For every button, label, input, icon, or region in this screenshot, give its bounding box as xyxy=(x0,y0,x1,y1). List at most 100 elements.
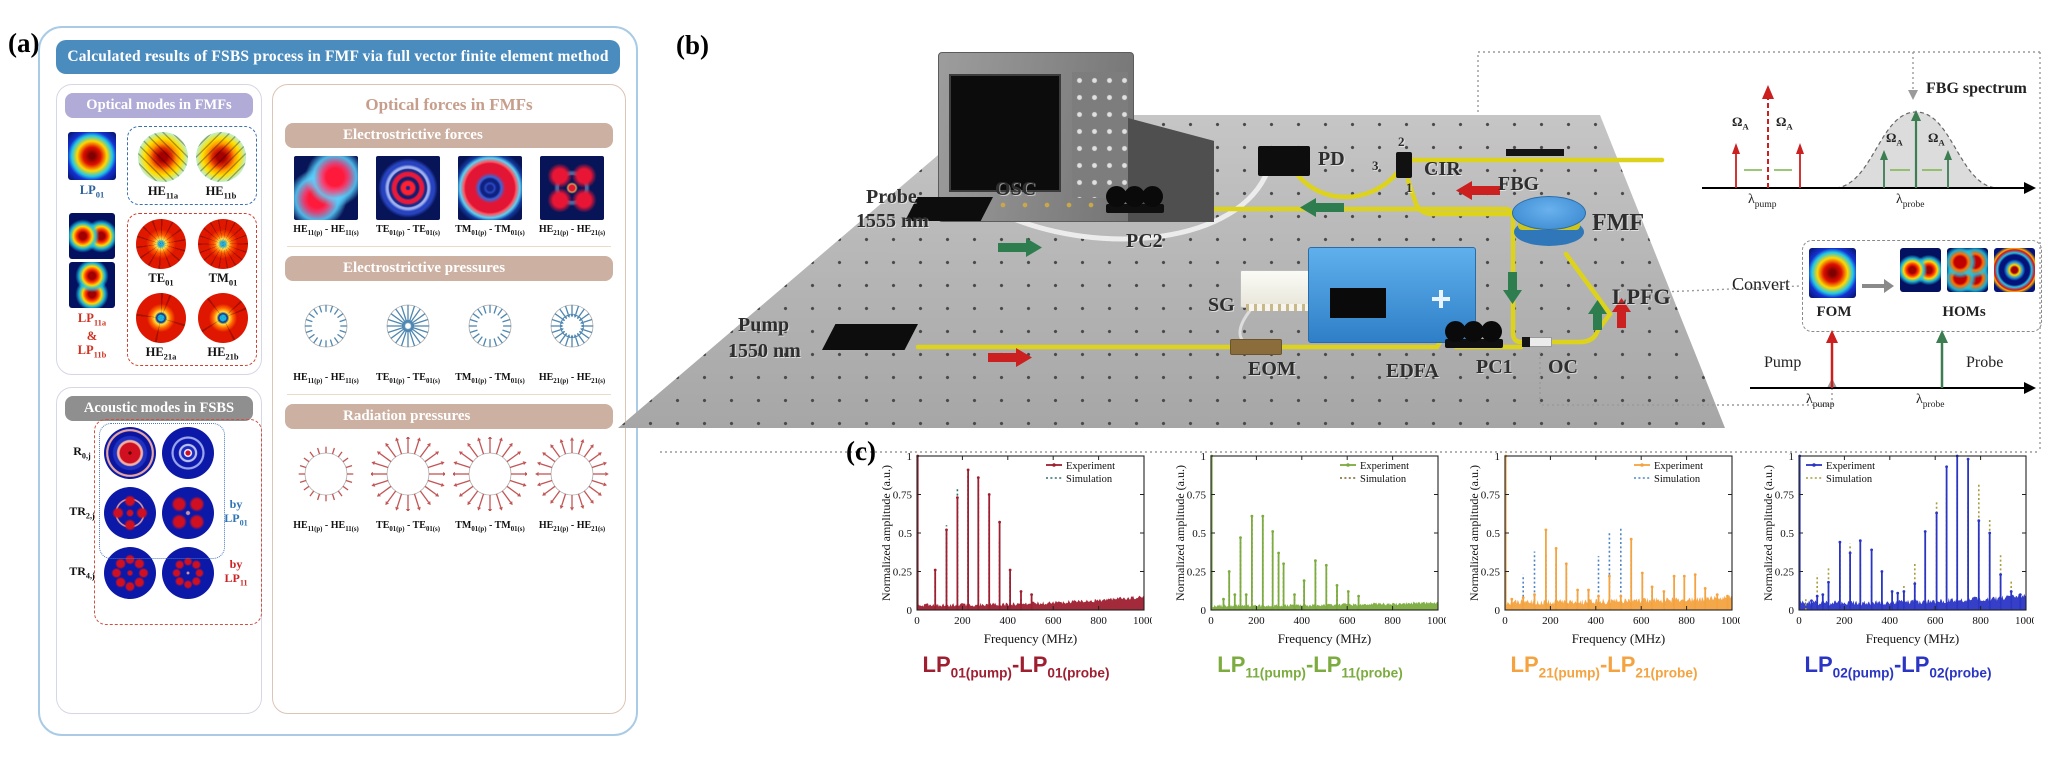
pc1-base xyxy=(1445,339,1503,348)
force-item: TM01(p) - TM01(s) xyxy=(449,289,531,385)
omega-a-label: ΩA xyxy=(1776,114,1793,132)
pc2-loop xyxy=(1124,186,1145,207)
mode-pair-label: TM01(p) - TM01(s) xyxy=(455,520,525,533)
radiation-pressure-figure xyxy=(369,435,447,516)
sg-label: SG xyxy=(1208,294,1235,316)
pc1-loop xyxy=(1481,321,1502,342)
he11-group-box: HE11a HE11b xyxy=(127,126,257,206)
he21b-label: HE21b xyxy=(207,344,239,362)
mode-pair-label: HE11(p) - HE11(s) xyxy=(293,520,359,533)
svg-text:0.25: 0.25 xyxy=(1187,567,1207,579)
svg-text:Experiment: Experiment xyxy=(1066,461,1115,472)
chart-title: LP11(pump)-LP11(probe) xyxy=(1217,652,1403,681)
svg-text:0: 0 xyxy=(907,605,913,617)
acoustic-mode-image xyxy=(104,426,156,479)
acoustic-mode-image xyxy=(104,486,156,539)
te01-label: TE01 xyxy=(148,271,174,288)
homs-label: HOMs xyxy=(1942,304,1986,320)
svg-text:400: 400 xyxy=(1294,615,1311,627)
spectra-charts: 0200400600800100000.250.50.751Frequency … xyxy=(872,446,2042,680)
force-item: HE21(p) - HE21(s) xyxy=(531,156,613,237)
svg-text:600: 600 xyxy=(1633,615,1650,627)
svg-text:0.25: 0.25 xyxy=(1481,567,1501,579)
he21a-label: HE21a xyxy=(145,344,177,362)
svg-text:Normalized amplitude (a.u.): Normalized amplitude (a.u.) xyxy=(1762,465,1775,601)
pump-probe-plot xyxy=(1750,330,2036,394)
lp11-label: LP11a & LP11b xyxy=(77,311,107,360)
force-distribution-image xyxy=(458,156,522,220)
electrostrictive-pressure-figure xyxy=(289,289,363,368)
svg-text:Simulation: Simulation xyxy=(1826,474,1873,485)
svg-text:1: 1 xyxy=(1201,451,1207,463)
lambda-probe-label: λprobe xyxy=(1916,392,1945,410)
omega-a-label: ΩA xyxy=(1886,130,1903,148)
lp11a-mode-image xyxy=(69,213,115,260)
radiation-pressure-figure xyxy=(535,437,609,516)
pd-label: PD xyxy=(1318,148,1345,170)
mode-pair-label: TE01(p) - TE01(s) xyxy=(376,224,440,237)
pc2-loop xyxy=(1142,186,1163,207)
section-header: Electrostrictive pressures xyxy=(285,256,613,281)
pump-arrow-label: Pump xyxy=(1764,354,1802,371)
acoustic-mode-image xyxy=(104,546,156,599)
chart-title: LP21(pump)-LP21(probe) xyxy=(1510,652,1698,681)
acoustic-modes-box: Acoustic modes in FSBS R0,j TR2,j by LP01 TR… xyxy=(56,386,262,714)
by-lp01-label: by LP01 xyxy=(224,497,248,528)
oscilloscope-screen xyxy=(949,74,1061,192)
fbg-spectrum-inset: FBG spectrum ΩA ΩA ΩA ΩA λpump λprobe xyxy=(1688,72,2042,220)
omega-a-label: ΩA xyxy=(1928,130,1945,148)
pump-wavelength-label: 1550 nm xyxy=(728,340,801,362)
eom-label: EOM xyxy=(1248,358,1296,380)
probe-wavelength-label: 1555 nm xyxy=(856,210,929,232)
radiation-pressure-figure xyxy=(451,435,529,516)
section-items: HE11(p) - HE11(s) TE01(p) - TE01(s) TM01(p… xyxy=(283,435,615,533)
signal-generator-pins xyxy=(1246,304,1348,311)
hom-lp11-image xyxy=(1899,248,1941,292)
fmf-label: FMF xyxy=(1592,210,1644,236)
forces-section: Electrostrictive forces HE11(p) - HE11(s)… xyxy=(283,123,615,237)
lambda-probe-label: λprobe xyxy=(1896,192,1925,210)
force-distribution-image xyxy=(540,156,604,220)
pump-laser xyxy=(822,324,918,350)
svg-text:0.25: 0.25 xyxy=(1775,567,1795,579)
he11a-mode-image xyxy=(138,132,188,182)
svg-text:0: 0 xyxy=(1789,605,1795,617)
svg-text:0: 0 xyxy=(914,615,920,627)
radiation-pressure-figure xyxy=(289,437,363,516)
acoustic-modes-header: Acoustic modes in FSBS xyxy=(65,395,253,421)
svg-text:0: 0 xyxy=(1796,615,1802,627)
fiber-bragg-grating xyxy=(1506,149,1564,156)
pc1-loop xyxy=(1463,321,1484,342)
fom-mode-image xyxy=(1809,248,1856,298)
panel-a-title: Calculated results of FSBS process in FM… xyxy=(56,40,620,74)
svg-text:400: 400 xyxy=(1882,615,1899,627)
svg-text:Frequency (MHz): Frequency (MHz) xyxy=(1572,631,1666,646)
acoustic-row-label: TR2,j xyxy=(69,503,95,521)
pc1-loop xyxy=(1445,321,1466,342)
acoustic-row-label: R0,j xyxy=(73,443,91,461)
svg-text:Simulation: Simulation xyxy=(1066,474,1113,485)
fmf-spool xyxy=(1512,196,1586,230)
chart-title: LP01(pump)-LP01(probe) xyxy=(922,652,1110,681)
panel-b-label: (b) xyxy=(676,30,709,60)
fbg-spectrum-plot xyxy=(1702,85,2036,194)
panel-a: Calculated results of FSBS process in FM… xyxy=(38,26,638,736)
force-item: TE01(p) - TE01(s) xyxy=(367,435,449,533)
svg-text:1: 1 xyxy=(1495,451,1501,463)
section-header: Radiation pressures xyxy=(285,404,613,429)
eom-device xyxy=(1230,339,1282,355)
svg-text:600: 600 xyxy=(1045,615,1062,627)
panel-a-label: (a) xyxy=(8,28,40,58)
edfa-logo-icon xyxy=(1432,290,1450,308)
tm01-mode-image xyxy=(198,219,248,270)
circulator xyxy=(1396,152,1412,178)
osc-label: OSC xyxy=(995,178,1037,200)
pc1-label: PC1 xyxy=(1476,356,1513,378)
force-distribution-image xyxy=(294,156,358,220)
svg-text:0.75: 0.75 xyxy=(1187,490,1207,502)
force-item: HE11(p) - HE11(s) xyxy=(285,156,367,237)
svg-text:Experiment: Experiment xyxy=(1654,461,1703,472)
